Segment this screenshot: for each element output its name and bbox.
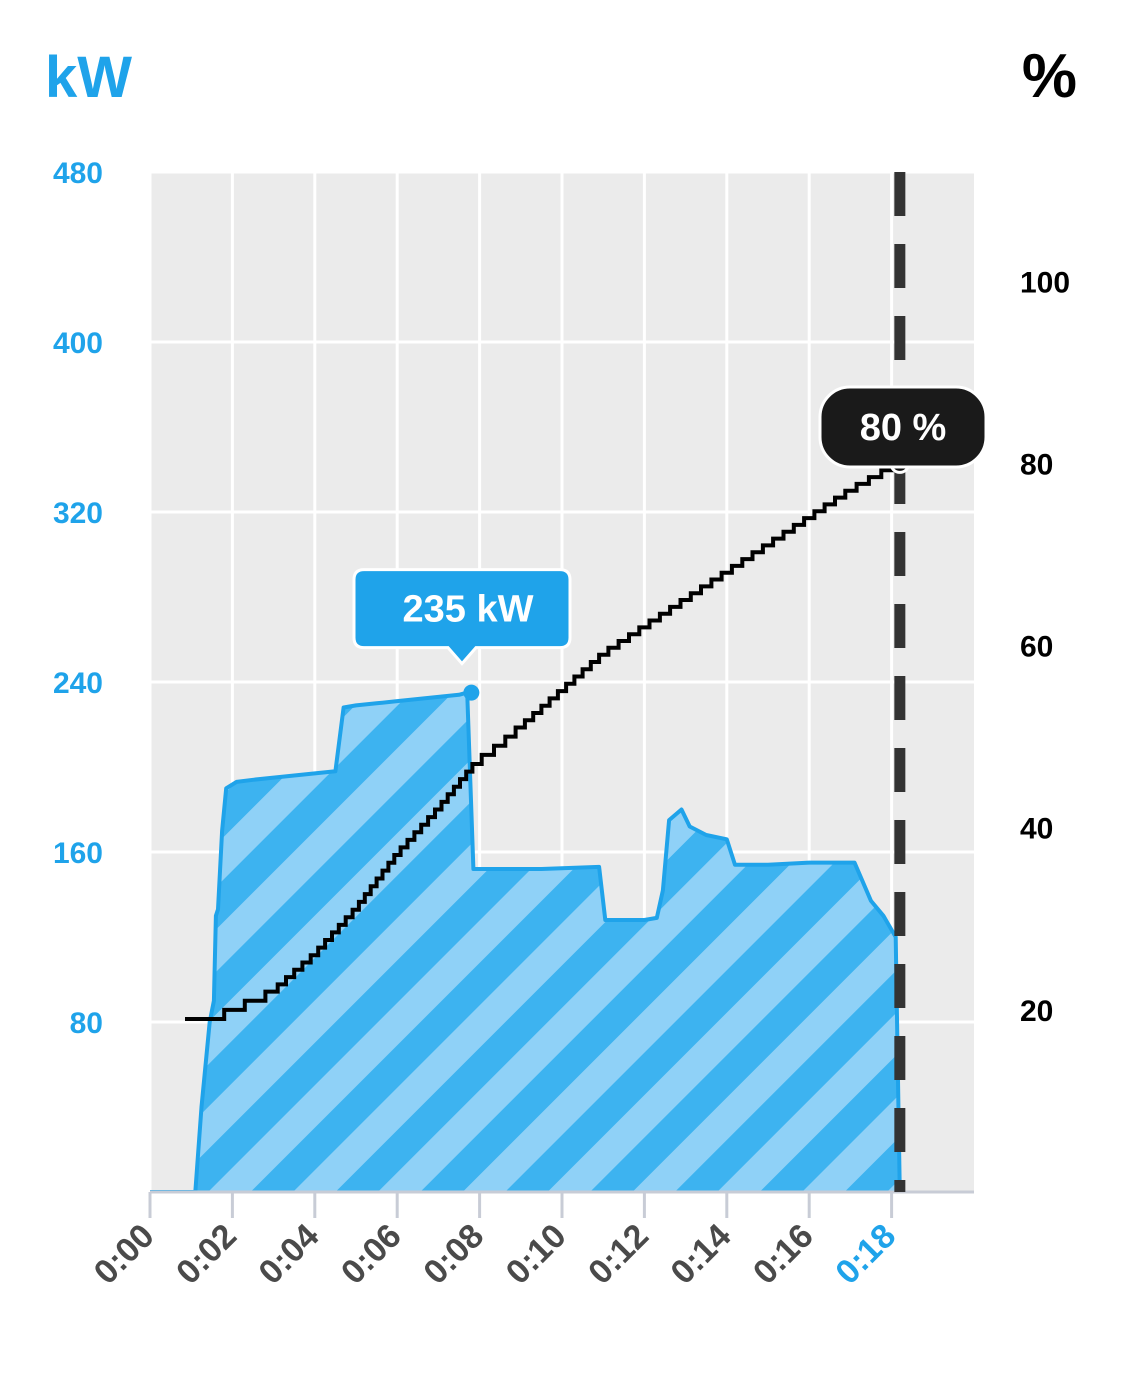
right-tick-label: 20 (1020, 995, 1053, 1028)
x-tick-label: 0:06 (334, 1217, 409, 1292)
power-area (150, 690, 902, 1192)
left-tick-label: 80 (70, 1007, 103, 1040)
soc-callout-label: 80 % (860, 407, 947, 449)
power-line (150, 690, 902, 1192)
x-tick-label: 0:16 (746, 1217, 821, 1292)
left-axis-title: kW (45, 45, 132, 110)
left-tick-label: 240 (53, 667, 103, 700)
x-axis-ticks: 0:00 0:02 0:04 0:06 0:08 0:10 0:12 0:14 0:16 0:18 (87, 1192, 903, 1292)
power-area-fill (150, 692, 900, 1192)
left-axis-ticks: 80 160 240 320 400 480 (53, 157, 103, 1040)
power-peak-dot (463, 684, 480, 701)
x-tick-label: 0:08 (416, 1217, 491, 1292)
callouts: 235 kW 80 % (352, 385, 988, 701)
left-tick-label: 480 (53, 157, 103, 190)
x-tick-label: 0:04 (251, 1217, 326, 1292)
left-tick-label: 400 (53, 327, 103, 360)
x-tick-label: 0:12 (581, 1217, 656, 1292)
right-tick-label: 100 (1020, 266, 1070, 299)
right-tick-label: 80 (1020, 448, 1053, 481)
soc-step-path (185, 461, 900, 1021)
x-tick-label: 0:00 (87, 1217, 162, 1292)
x-tick-label: 0:10 (499, 1217, 574, 1292)
left-tick-label: 160 (53, 837, 103, 870)
right-tick-label: 60 (1020, 631, 1053, 664)
soc-line (185, 461, 900, 1021)
right-tick-label: 40 (1020, 813, 1053, 846)
power-callout-box (352, 568, 572, 666)
right-axis-title: % (1022, 42, 1077, 111)
left-tick-label: 320 (53, 497, 103, 530)
x-tick-label: 0:18 (828, 1217, 903, 1292)
soc-callout-box (818, 385, 988, 469)
power-callout-label: 235 kW (403, 589, 534, 631)
right-axis-ticks: 20 40 60 80 100 (1020, 266, 1070, 1028)
x-tick-label: 0:02 (169, 1217, 244, 1292)
x-tick-label: 0:14 (663, 1217, 738, 1292)
